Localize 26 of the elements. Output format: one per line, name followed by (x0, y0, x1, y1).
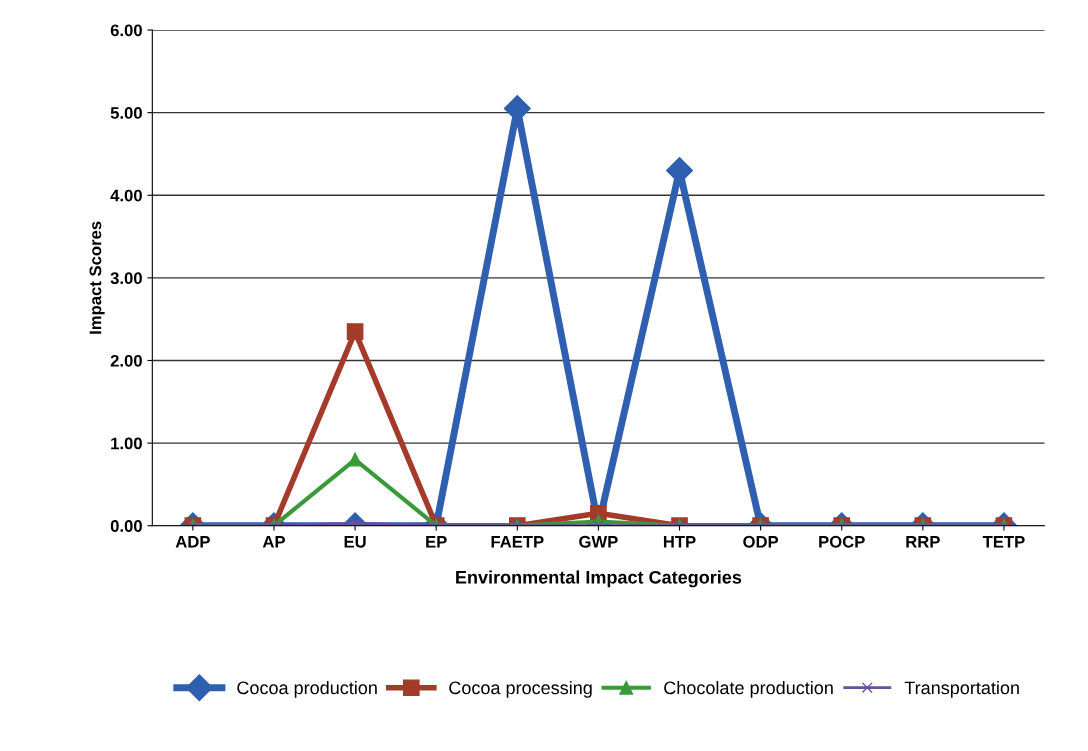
y-tick-label: 0.00 (110, 520, 142, 532)
y-tick-label: 3.00 (110, 272, 142, 285)
x-tick-label: POCP (819, 535, 865, 548)
legend-label: Cocoa processing (449, 680, 592, 698)
y-tick-label: 6.00 (110, 24, 142, 37)
x-tick-label: ADP (175, 536, 210, 548)
y-tick-label: 4.00 (110, 189, 142, 202)
x-tick-label: HTP (663, 536, 696, 548)
x-tick-label: EU (344, 536, 366, 548)
y-tick-label: 1.00 (111, 437, 142, 450)
point (346, 323, 364, 340)
y-tick-label: 5.00 (110, 107, 142, 119)
x-tick-label: RRP (906, 536, 940, 548)
y-tick-label: 2.00 (110, 354, 142, 367)
x-tick-label: ODP (743, 535, 779, 548)
x-tick-label: AP (262, 536, 285, 548)
y-axis-title: Impact Scores (89, 221, 105, 334)
x-tick-label: FAETP (491, 536, 544, 548)
legend-label: Transportation (904, 680, 1019, 698)
x-tick-label: TETP (982, 536, 1025, 548)
point (349, 517, 361, 526)
x-axis-title: Environmental Impact Categories (456, 570, 742, 588)
legend-label: Chocolate production (664, 680, 833, 698)
legend-label: Cocoa production (237, 680, 377, 698)
x-tick-label: GWP (579, 535, 618, 548)
x-tick-label: EP (426, 536, 447, 548)
